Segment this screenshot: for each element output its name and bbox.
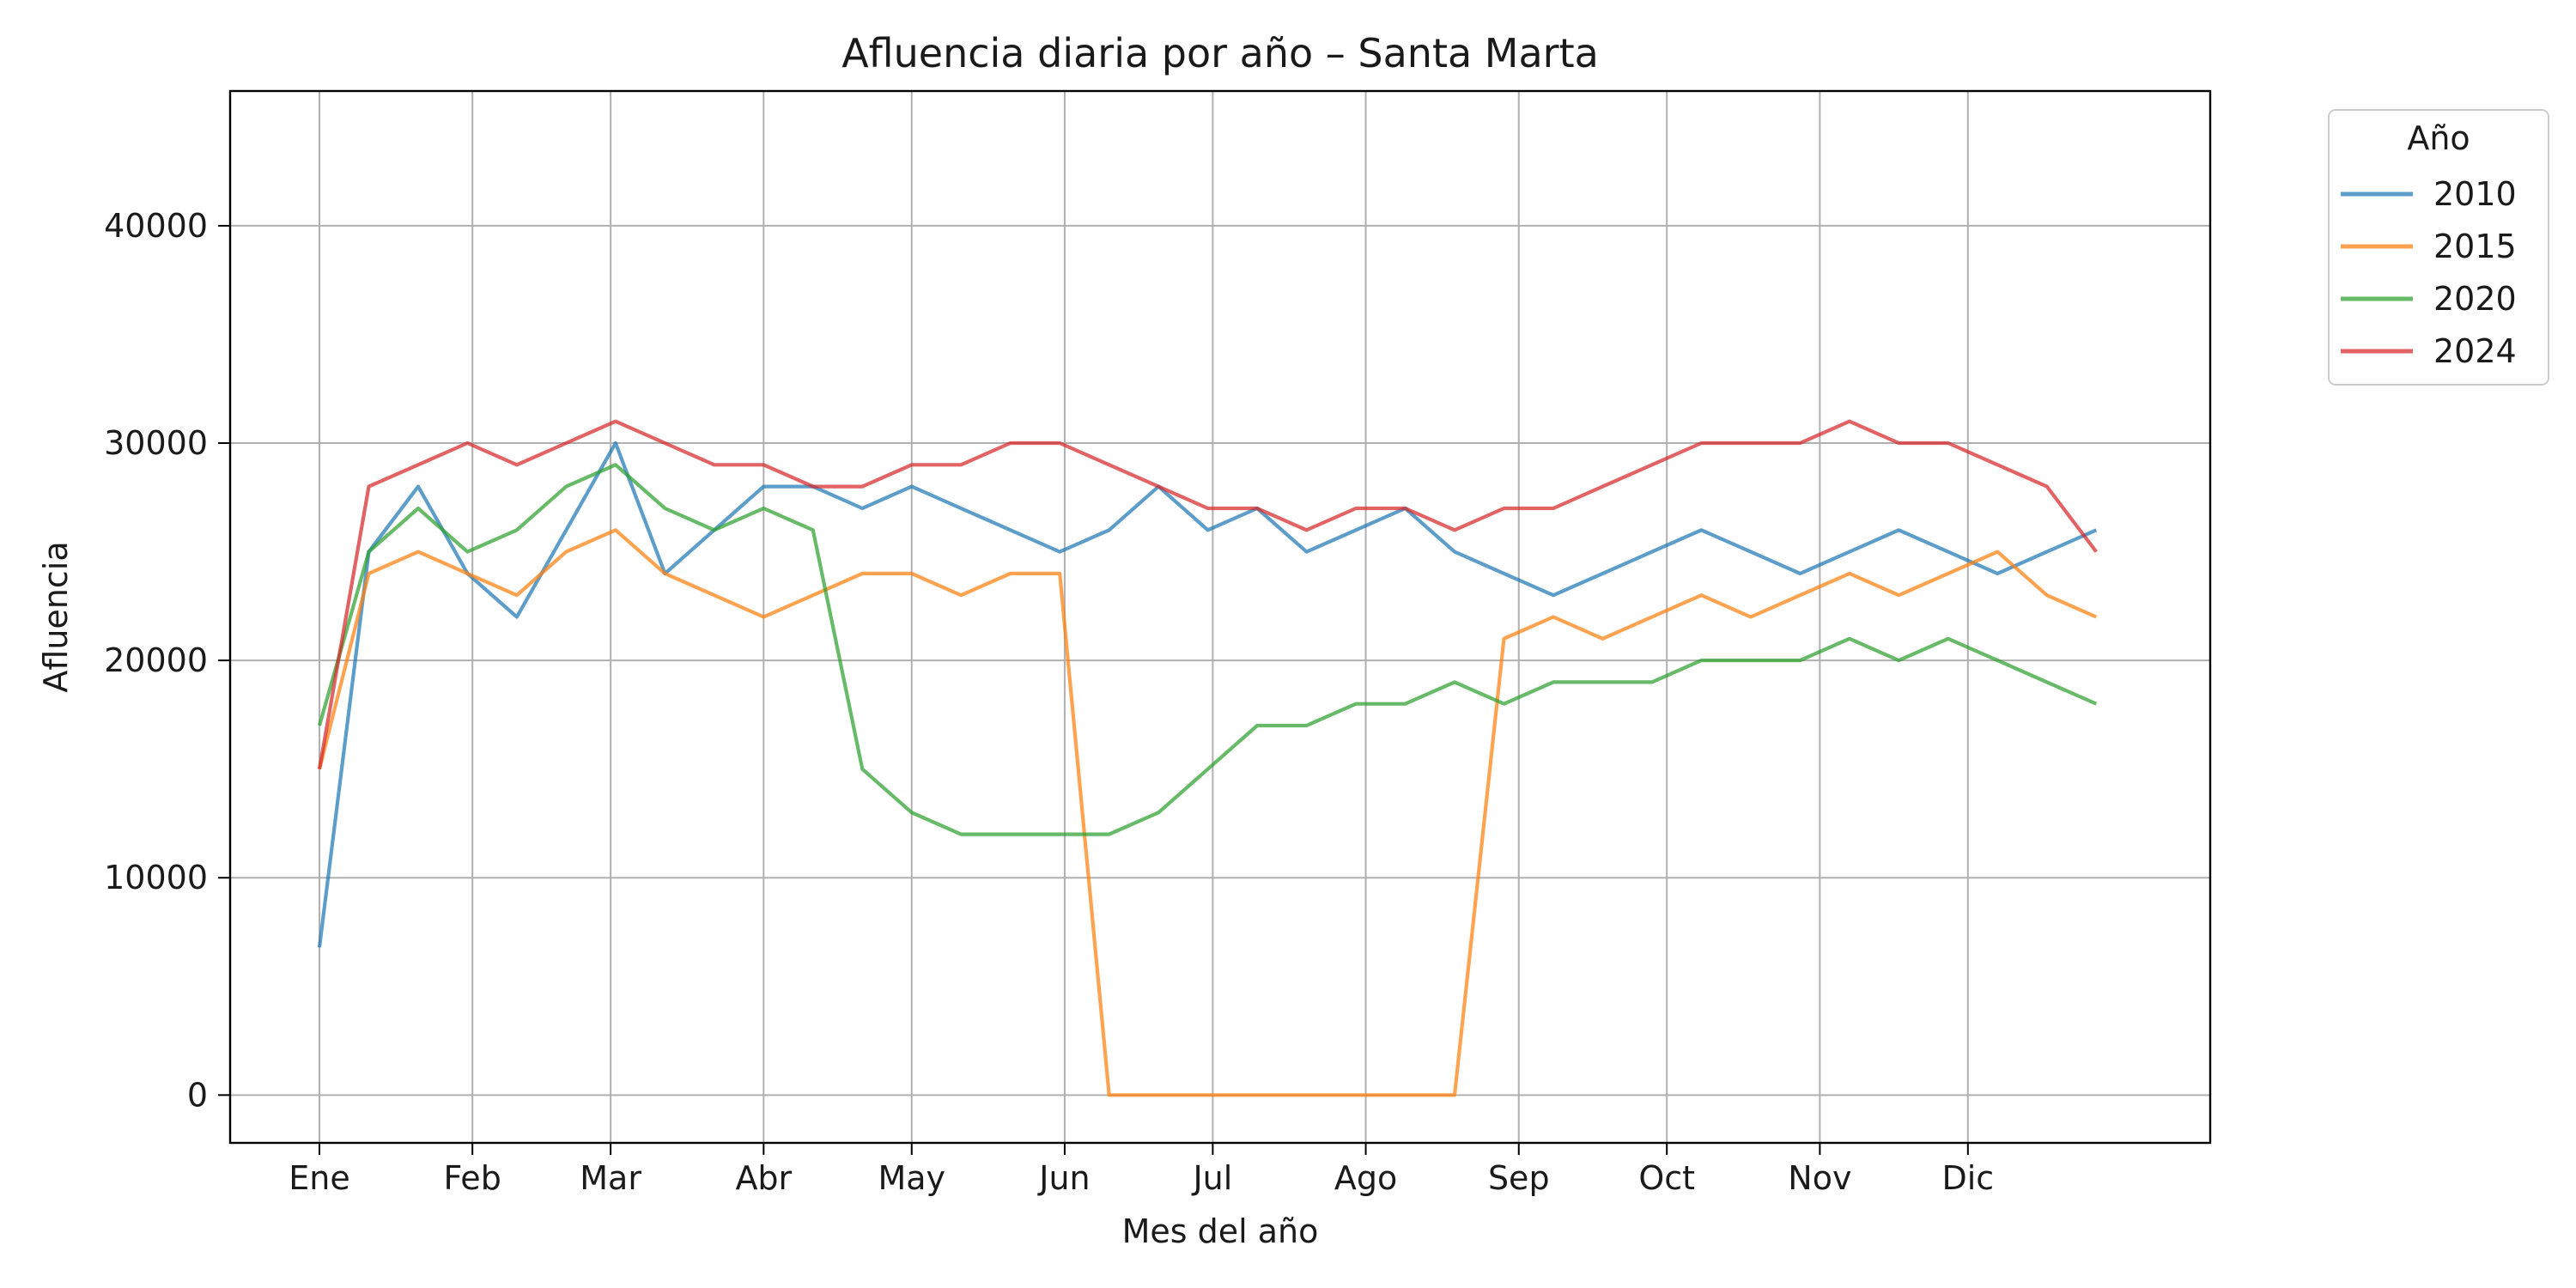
x-tick-label: Ene (289, 1159, 349, 1197)
y-tick-label: 20000 (104, 641, 208, 679)
x-tick-label: Ago (1334, 1159, 1397, 1197)
chart-title: Afluencia diaria por año – Santa Marta (841, 30, 1599, 76)
x-tick-label: Abr (735, 1159, 792, 1197)
series-line-2020 (317, 463, 2098, 836)
y-tick-label: 10000 (104, 859, 208, 896)
x-tick-label: Oct (1638, 1159, 1695, 1197)
legend-label: 2015 (2433, 228, 2517, 265)
y-axis-label: Afluencia (37, 541, 75, 692)
x-tick-label: Dic (1941, 1159, 1994, 1197)
x-tick-label: Mar (580, 1159, 641, 1197)
legend-label: 2020 (2433, 280, 2517, 318)
legend: Año 2010 2015 2020 2024 (2328, 109, 2549, 386)
x-tick-label: Jul (1191, 1159, 1232, 1197)
legend-box (2328, 109, 2549, 386)
x-axis-label: Mes del año (1122, 1212, 1319, 1250)
x-tick-label: Jun (1037, 1159, 1090, 1197)
x-tick-label: May (878, 1159, 945, 1197)
y-axis: 0 10000 20000 30000 40000 (104, 207, 230, 1114)
x-tick-label: Nov (1788, 1159, 1851, 1197)
x-tick-label: Sep (1488, 1159, 1550, 1197)
legend-items: 2010 2015 2020 2024 (2341, 175, 2517, 370)
series-line-2015 (317, 528, 2098, 1097)
legend-title: Año (2407, 119, 2470, 157)
series-line-2010 (317, 440, 2098, 948)
y-tick-label: 30000 (104, 424, 208, 462)
plot-frame (228, 89, 2212, 1145)
grid (230, 91, 2210, 1143)
series-lines (317, 419, 2098, 1097)
legend-label: 2010 (2433, 175, 2517, 213)
x-tick-label: Feb (444, 1159, 501, 1197)
y-tick-label: 0 (187, 1076, 208, 1114)
series-line-2024 (317, 419, 2098, 770)
legend-label: 2024 (2433, 332, 2517, 370)
y-tick-label: 40000 (104, 207, 208, 245)
x-axis: Ene Feb Mar Abr May Jun Jul Ago Sep Oct Nov Dic (289, 1143, 1994, 1197)
